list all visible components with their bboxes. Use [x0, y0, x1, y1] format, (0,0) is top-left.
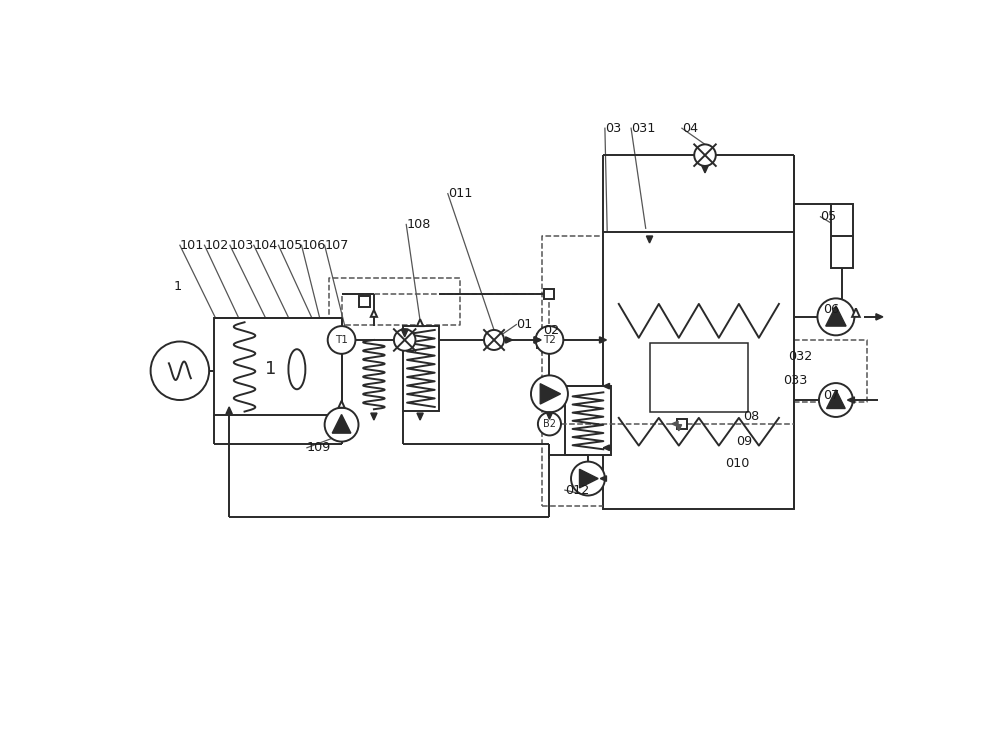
- Text: 03: 03: [605, 121, 621, 135]
- Polygon shape: [401, 329, 408, 337]
- Text: 033: 033: [784, 373, 808, 387]
- Circle shape: [571, 461, 605, 495]
- Text: 032: 032: [788, 351, 812, 363]
- Bar: [565, 386, 611, 455]
- Bar: [677, 419, 687, 429]
- Bar: [650, 343, 748, 412]
- Text: 011: 011: [448, 187, 472, 200]
- Text: 104: 104: [254, 239, 278, 252]
- Text: 09: 09: [736, 435, 752, 448]
- Text: 107: 107: [325, 239, 349, 252]
- Polygon shape: [876, 314, 883, 320]
- Polygon shape: [534, 337, 541, 343]
- Circle shape: [538, 412, 561, 436]
- Text: 02: 02: [543, 324, 559, 337]
- Circle shape: [484, 330, 504, 350]
- Text: 109: 109: [307, 441, 331, 454]
- Polygon shape: [417, 413, 423, 420]
- Bar: [544, 289, 554, 299]
- Text: 106: 106: [302, 239, 326, 252]
- Polygon shape: [600, 476, 606, 481]
- Text: 1: 1: [174, 280, 182, 293]
- Polygon shape: [600, 337, 606, 343]
- Circle shape: [819, 383, 853, 417]
- Text: 012: 012: [565, 483, 589, 497]
- Text: 108: 108: [406, 218, 431, 231]
- Polygon shape: [847, 397, 854, 403]
- Polygon shape: [332, 415, 351, 433]
- Text: 08: 08: [744, 410, 760, 424]
- Text: 105: 105: [278, 239, 303, 252]
- Polygon shape: [371, 310, 377, 317]
- Bar: [831, 204, 853, 268]
- Polygon shape: [827, 390, 845, 409]
- Text: T1: T1: [335, 335, 348, 345]
- Polygon shape: [826, 306, 846, 326]
- Bar: [537, 334, 547, 348]
- Polygon shape: [579, 469, 598, 488]
- Bar: [359, 296, 370, 307]
- Circle shape: [694, 144, 716, 166]
- Polygon shape: [852, 308, 860, 317]
- Polygon shape: [676, 425, 682, 431]
- Polygon shape: [672, 421, 678, 427]
- Bar: [403, 326, 439, 411]
- Circle shape: [325, 408, 358, 442]
- Polygon shape: [226, 407, 232, 414]
- Bar: [603, 232, 794, 510]
- Text: 103: 103: [230, 239, 254, 252]
- Polygon shape: [646, 236, 653, 243]
- Text: 1: 1: [265, 360, 276, 379]
- Text: 102: 102: [205, 239, 229, 252]
- Text: 01: 01: [516, 318, 533, 331]
- Text: 010: 010: [725, 457, 749, 470]
- Text: 031: 031: [631, 121, 655, 135]
- Text: B2: B2: [543, 419, 556, 429]
- Polygon shape: [338, 401, 345, 408]
- Polygon shape: [603, 383, 610, 389]
- Polygon shape: [702, 166, 708, 173]
- Polygon shape: [534, 337, 541, 343]
- Polygon shape: [546, 412, 553, 419]
- Text: T2: T2: [543, 335, 556, 345]
- Polygon shape: [603, 445, 610, 451]
- Text: 04: 04: [682, 121, 698, 135]
- Circle shape: [817, 299, 854, 336]
- Circle shape: [328, 326, 355, 354]
- Bar: [214, 318, 342, 415]
- Text: 07: 07: [823, 389, 839, 402]
- Circle shape: [531, 375, 568, 412]
- Ellipse shape: [288, 349, 305, 389]
- Polygon shape: [417, 319, 423, 326]
- Text: 101: 101: [180, 239, 204, 252]
- Circle shape: [394, 329, 415, 351]
- Polygon shape: [371, 413, 377, 420]
- Polygon shape: [540, 384, 561, 404]
- Text: 05: 05: [820, 210, 837, 223]
- Circle shape: [151, 342, 209, 400]
- Polygon shape: [506, 337, 512, 343]
- Circle shape: [536, 326, 563, 354]
- Text: 06: 06: [823, 302, 839, 316]
